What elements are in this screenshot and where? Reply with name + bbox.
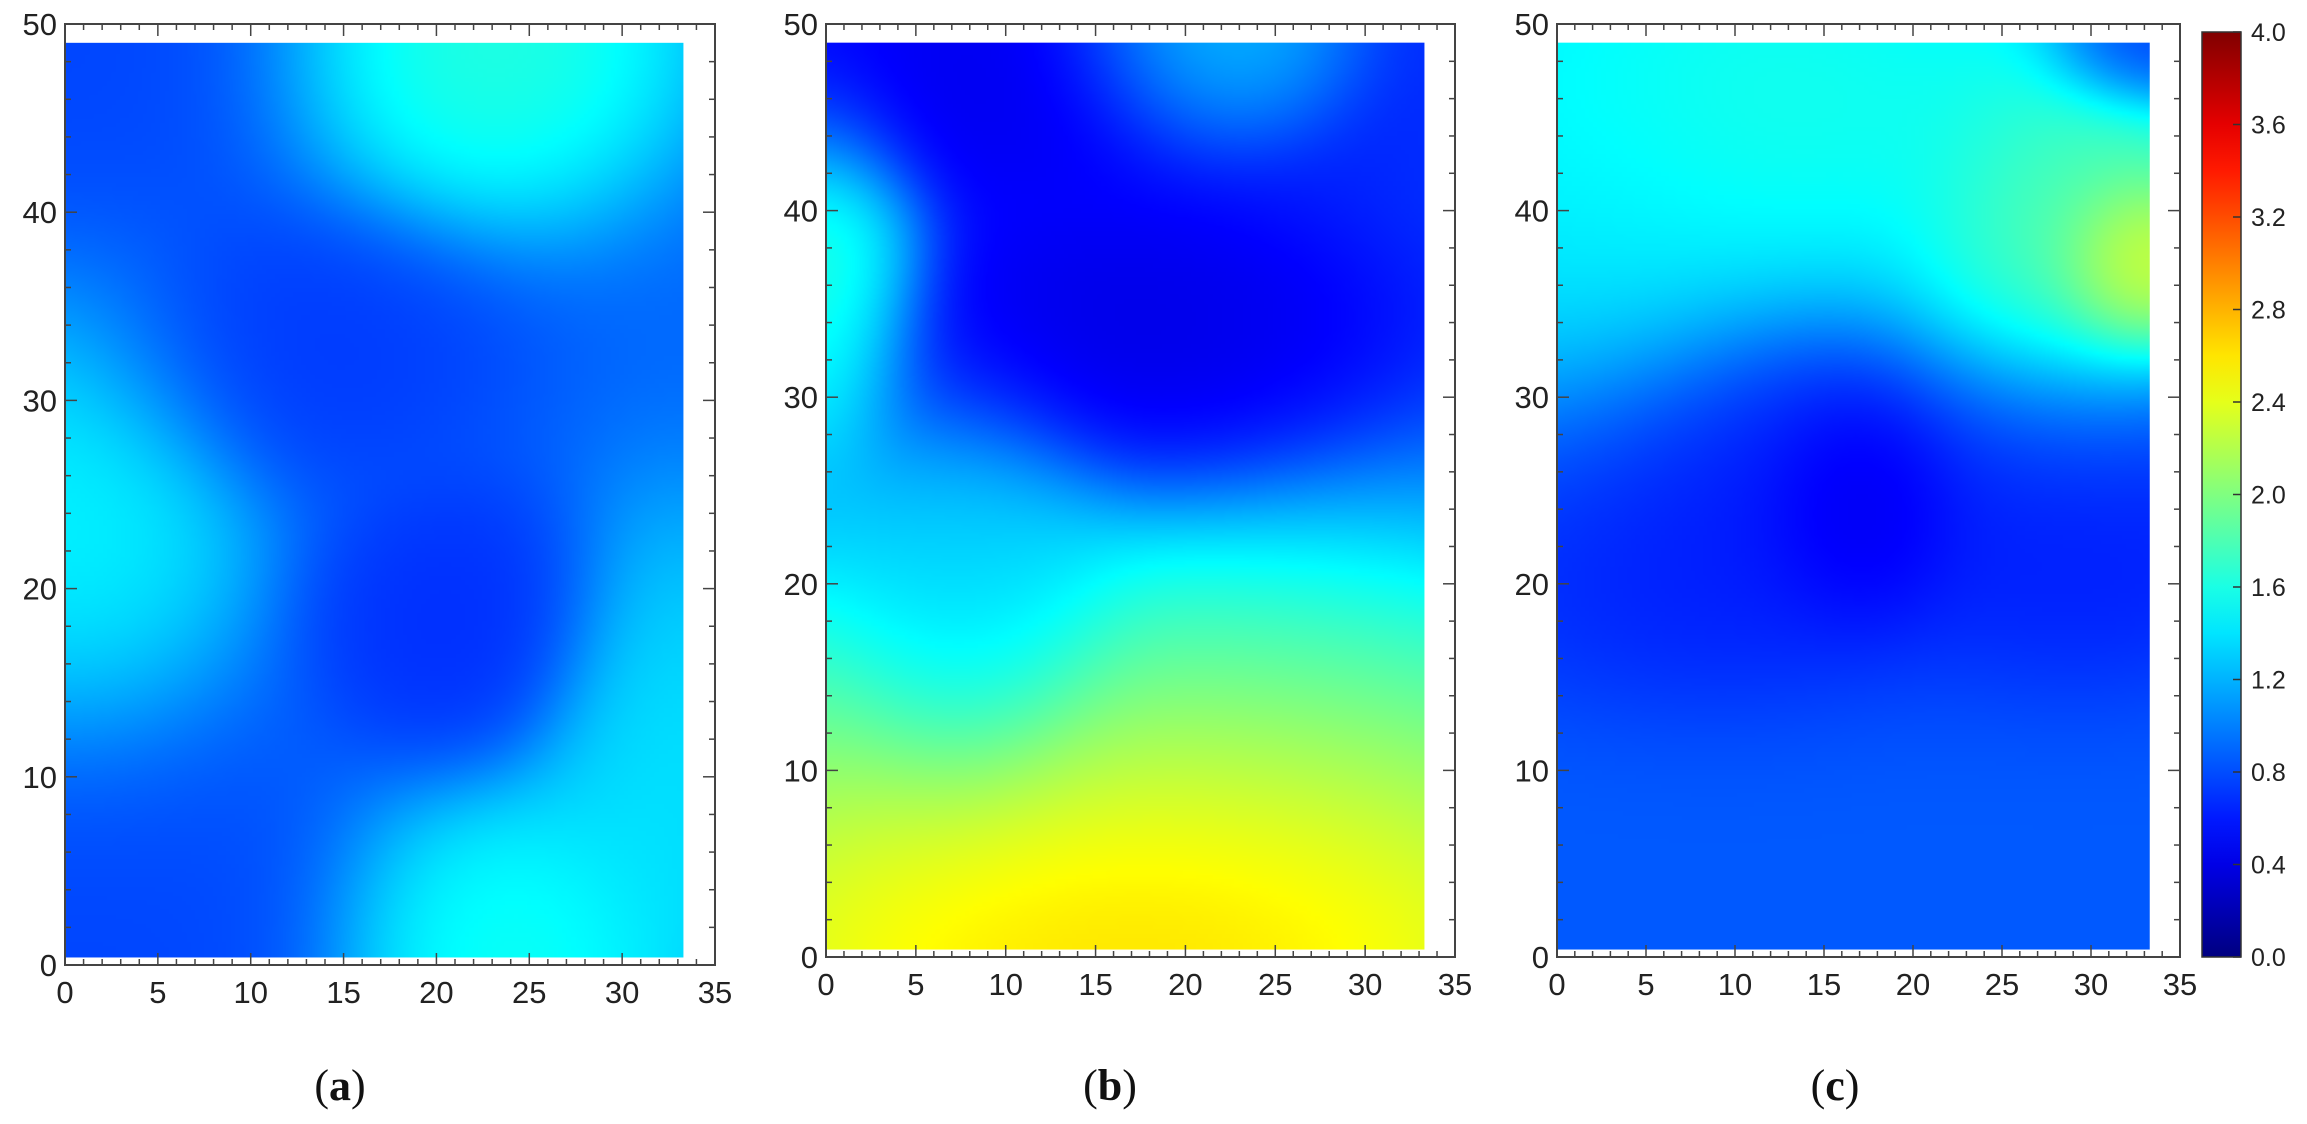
caption-open: ( xyxy=(1083,1061,1098,1110)
x-tick-label: 0 xyxy=(1548,967,1565,1002)
panel-caption-c: (c) xyxy=(1811,1061,1860,1110)
x-tick-label: 30 xyxy=(1348,967,1382,1002)
y-tick-label: 30 xyxy=(23,383,57,418)
x-tick-label: 30 xyxy=(605,975,639,1010)
y-tick-label: 50 xyxy=(1515,7,1549,42)
colorbar-tick-label: 3.6 xyxy=(2251,112,2286,140)
colorbar-tick-label: 1.6 xyxy=(2251,574,2286,602)
y-tick-label: 50 xyxy=(784,7,818,42)
caption-open: ( xyxy=(1811,1061,1826,1110)
x-tick-label: 5 xyxy=(907,967,924,1002)
colorbar-tick-label: 0.0 xyxy=(2251,944,2286,972)
x-tick-label: 25 xyxy=(1985,967,2019,1002)
axes-frame-c xyxy=(1556,23,2181,958)
x-tick-label: 0 xyxy=(56,975,73,1010)
heatmap-field-c xyxy=(1557,42,2150,950)
y-tick-label: 30 xyxy=(784,380,818,415)
colorbar-tick-label: 3.2 xyxy=(2251,204,2286,232)
colorbar: 0.0 0.4 0.8 1.2 1.6 2.0 2.4 2.8 3.2 3.6 4.0 xyxy=(2201,19,2286,972)
caption-close: ) xyxy=(1122,1061,1137,1110)
x-tick-label: 0 xyxy=(817,967,834,1002)
y-tick-label: 20 xyxy=(784,567,818,602)
x-tick-label: 25 xyxy=(512,975,546,1010)
x-tick-label: 5 xyxy=(1637,967,1654,1002)
y-tick-label: 50 xyxy=(23,7,57,42)
panel-a: 0 5 10 15 20 25 30 35 0 10 20 30 40 50 (a) xyxy=(23,7,733,1110)
x-tick-label: 15 xyxy=(1807,967,1841,1002)
y-tick-label: 40 xyxy=(1515,194,1549,229)
colorbar-tick-label: 0.4 xyxy=(2251,852,2286,880)
y-tick-label: 10 xyxy=(1515,753,1549,788)
x-tick-label: 15 xyxy=(1078,967,1112,1002)
x-tick-label: 35 xyxy=(698,975,732,1010)
caption-letter: c xyxy=(1825,1061,1845,1110)
x-tick-label: 10 xyxy=(233,975,267,1010)
y-tick-label: 0 xyxy=(1532,940,1549,975)
panel-b: 0 5 10 15 20 25 30 35 0 10 20 30 40 50 (b) xyxy=(784,7,1473,1110)
heatmap-field-b xyxy=(826,42,1425,950)
colorbar-tick-label: 1.2 xyxy=(2251,667,2286,695)
y-tick-label: 40 xyxy=(23,195,57,230)
y-tick-label: 10 xyxy=(23,760,57,795)
panel-caption-a: (a) xyxy=(314,1061,365,1110)
x-tick-label: 35 xyxy=(2163,967,2197,1002)
x-tick-label: 20 xyxy=(1896,967,1930,1002)
panel-c: 0 5 10 15 20 25 30 35 0 10 20 30 40 50 (c) xyxy=(1515,7,2198,1110)
x-tick-label: 25 xyxy=(1258,967,1292,1002)
y-tick-label: 0 xyxy=(801,940,818,975)
x-tick-label: 35 xyxy=(1438,967,1472,1002)
colorbar-tick-label: 2.0 xyxy=(2251,482,2286,510)
y-tick-label: 40 xyxy=(784,194,818,229)
x-tick-label: 10 xyxy=(988,967,1022,1002)
caption-close: ) xyxy=(1845,1061,1860,1110)
panel-caption-b: (b) xyxy=(1083,1061,1137,1110)
x-tick-label: 15 xyxy=(326,975,360,1010)
colorbar-tick-label: 2.4 xyxy=(2251,389,2286,417)
y-tick-label: 20 xyxy=(23,572,57,607)
y-tick-label: 20 xyxy=(1515,567,1549,602)
axes-frame-b xyxy=(825,23,1456,958)
x-tick-label: 5 xyxy=(149,975,166,1010)
axes-frame-a xyxy=(64,23,716,966)
colorbar-tick-label: 0.8 xyxy=(2251,759,2286,787)
y-tick-label: 10 xyxy=(784,753,818,788)
x-tick-label: 20 xyxy=(1168,967,1202,1002)
x-tick-label: 10 xyxy=(1718,967,1752,1002)
caption-letter: a xyxy=(329,1061,351,1110)
y-tick-label: 30 xyxy=(1515,380,1549,415)
colorbar-tick-label: 2.8 xyxy=(2251,297,2286,325)
y-tick-label: 0 xyxy=(40,948,57,983)
caption-letter: b xyxy=(1098,1061,1122,1110)
heatmap-field-a xyxy=(65,42,684,958)
x-tick-label: 30 xyxy=(2074,967,2108,1002)
caption-close: ) xyxy=(351,1061,366,1110)
colorbar-tick-label: 4.0 xyxy=(2251,19,2286,47)
caption-open: ( xyxy=(314,1061,329,1110)
x-tick-label: 20 xyxy=(419,975,453,1010)
